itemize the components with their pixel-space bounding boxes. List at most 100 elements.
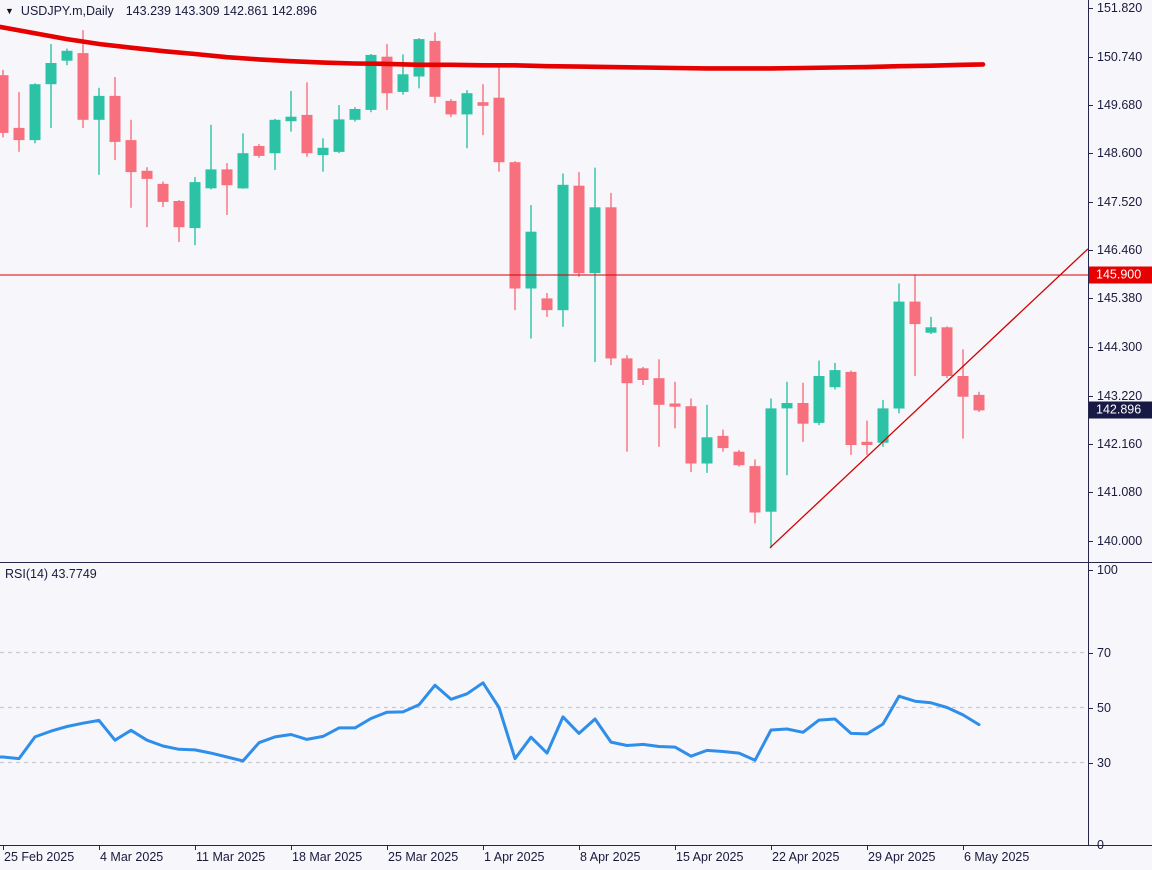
candle-body [509,162,521,289]
candle-body [45,63,57,85]
date-axis-label: 8 Apr 2025 [580,850,641,864]
date-axis-label: 25 Mar 2025 [388,850,459,864]
candle-body [381,56,393,94]
rsi-tick [1088,652,1093,654]
candle-body [333,119,345,152]
candle-body [685,406,697,464]
candle-body [189,182,201,229]
candle-body [589,207,601,274]
price-axis-label: 141.080 [1097,485,1143,500]
candle-body [445,100,457,115]
candle-body [605,207,617,359]
candle-body [93,95,105,120]
price-chart-pane[interactable] [0,0,1089,562]
candle-body [349,109,361,120]
price-tick [1088,201,1093,203]
trendline[interactable] [769,248,1089,549]
candle-body [221,169,233,186]
candle-body [653,378,665,405]
candle-body [845,371,857,445]
candle-body [525,231,537,289]
candle-body [317,147,329,155]
price-axis-label: 148.600 [1097,146,1143,161]
moving-average-line[interactable] [0,24,986,71]
candle-body [477,102,489,106]
candle-body [781,403,793,409]
rsi-axis-label: 0 [1097,838,1104,852]
price-axis-label: 140.000 [1097,534,1143,548]
candle-body [365,54,377,110]
candle-body [253,146,265,156]
candle-body [861,441,873,445]
rsi-axis-label: 50 [1097,700,1111,715]
candle-body [0,75,9,133]
date-axis-label: 4 Mar 2025 [100,850,164,864]
price-tick [1088,104,1093,106]
panel-separator[interactable] [0,562,1152,564]
price-tick [1088,8,1093,9]
candle-body [397,74,409,92]
candle-body [541,298,553,311]
price-tick [1088,492,1093,494]
candle-body [829,370,841,388]
candle-body [157,183,169,202]
candle-body [61,50,73,61]
price-tick [1088,347,1093,349]
candle-body [493,97,505,163]
candle-body [141,170,153,179]
symbol-dropdown-arrow-icon[interactable]: ▼ [5,6,14,16]
candle-body [909,301,921,325]
price-tick [1088,443,1093,445]
candle-body [173,201,185,228]
rsi-line [0,681,981,763]
candle-body [637,368,649,380]
date-tick [3,845,4,850]
rsi-tick [1088,762,1093,764]
candle-body [269,119,281,154]
candle-body [701,437,713,464]
price-axis-label: 143.220 [1097,388,1143,403]
candle-body [733,451,745,466]
date-axis-label: 11 Mar 2025 [196,850,266,864]
date-axis-label: 25 Feb 2025 [4,850,75,864]
date-tick [963,845,964,850]
time-axis-line [0,845,1152,847]
price-axis-line [1088,0,1090,845]
rsi-axis-label: 30 [1097,755,1111,770]
candle-body [973,394,985,411]
rsi-indicator-pane[interactable] [0,563,1089,845]
current-price-badge: 142.896 [1089,401,1152,419]
price-axis-label: 145.380 [1097,291,1143,306]
date-axis-label: 22 Apr 2025 [772,850,840,864]
candle-body [205,169,217,189]
date-axis-label: 29 Apr 2025 [868,850,936,864]
candle-body [765,408,777,512]
symbol-period-label: USDJPY.m,Daily [20,4,114,18]
candle-body [557,184,569,311]
date-axis-label: 18 Mar 2025 [292,850,363,864]
date-tick [99,845,100,850]
rsi-tick [1088,570,1093,571]
candle-body [413,39,425,77]
date-tick [291,845,292,850]
price-tick [1088,541,1093,542]
rsi-tick [1088,707,1093,709]
candle-body [237,153,249,189]
candle-body [957,376,969,397]
price-axis-label: 150.740 [1097,49,1143,64]
candle-body [877,408,889,443]
date-tick [579,845,580,850]
chart-title-bar: ▼ USDJPY.m,Daily 143.239 143.309 142.861… [5,3,317,19]
candle-body [573,185,585,274]
price-axis-label: 146.460 [1097,242,1143,257]
date-axis-label: 6 May 2025 [964,850,1030,864]
candle-body [29,84,41,141]
candle-body [893,301,905,409]
rsi-axis-label: 70 [1097,645,1111,660]
price-axis-label: 147.520 [1097,194,1143,209]
date-axis-label: 1 Apr 2025 [484,850,545,864]
rsi-tick [1088,845,1093,846]
candle-body [749,466,761,513]
candle-body [429,40,441,97]
